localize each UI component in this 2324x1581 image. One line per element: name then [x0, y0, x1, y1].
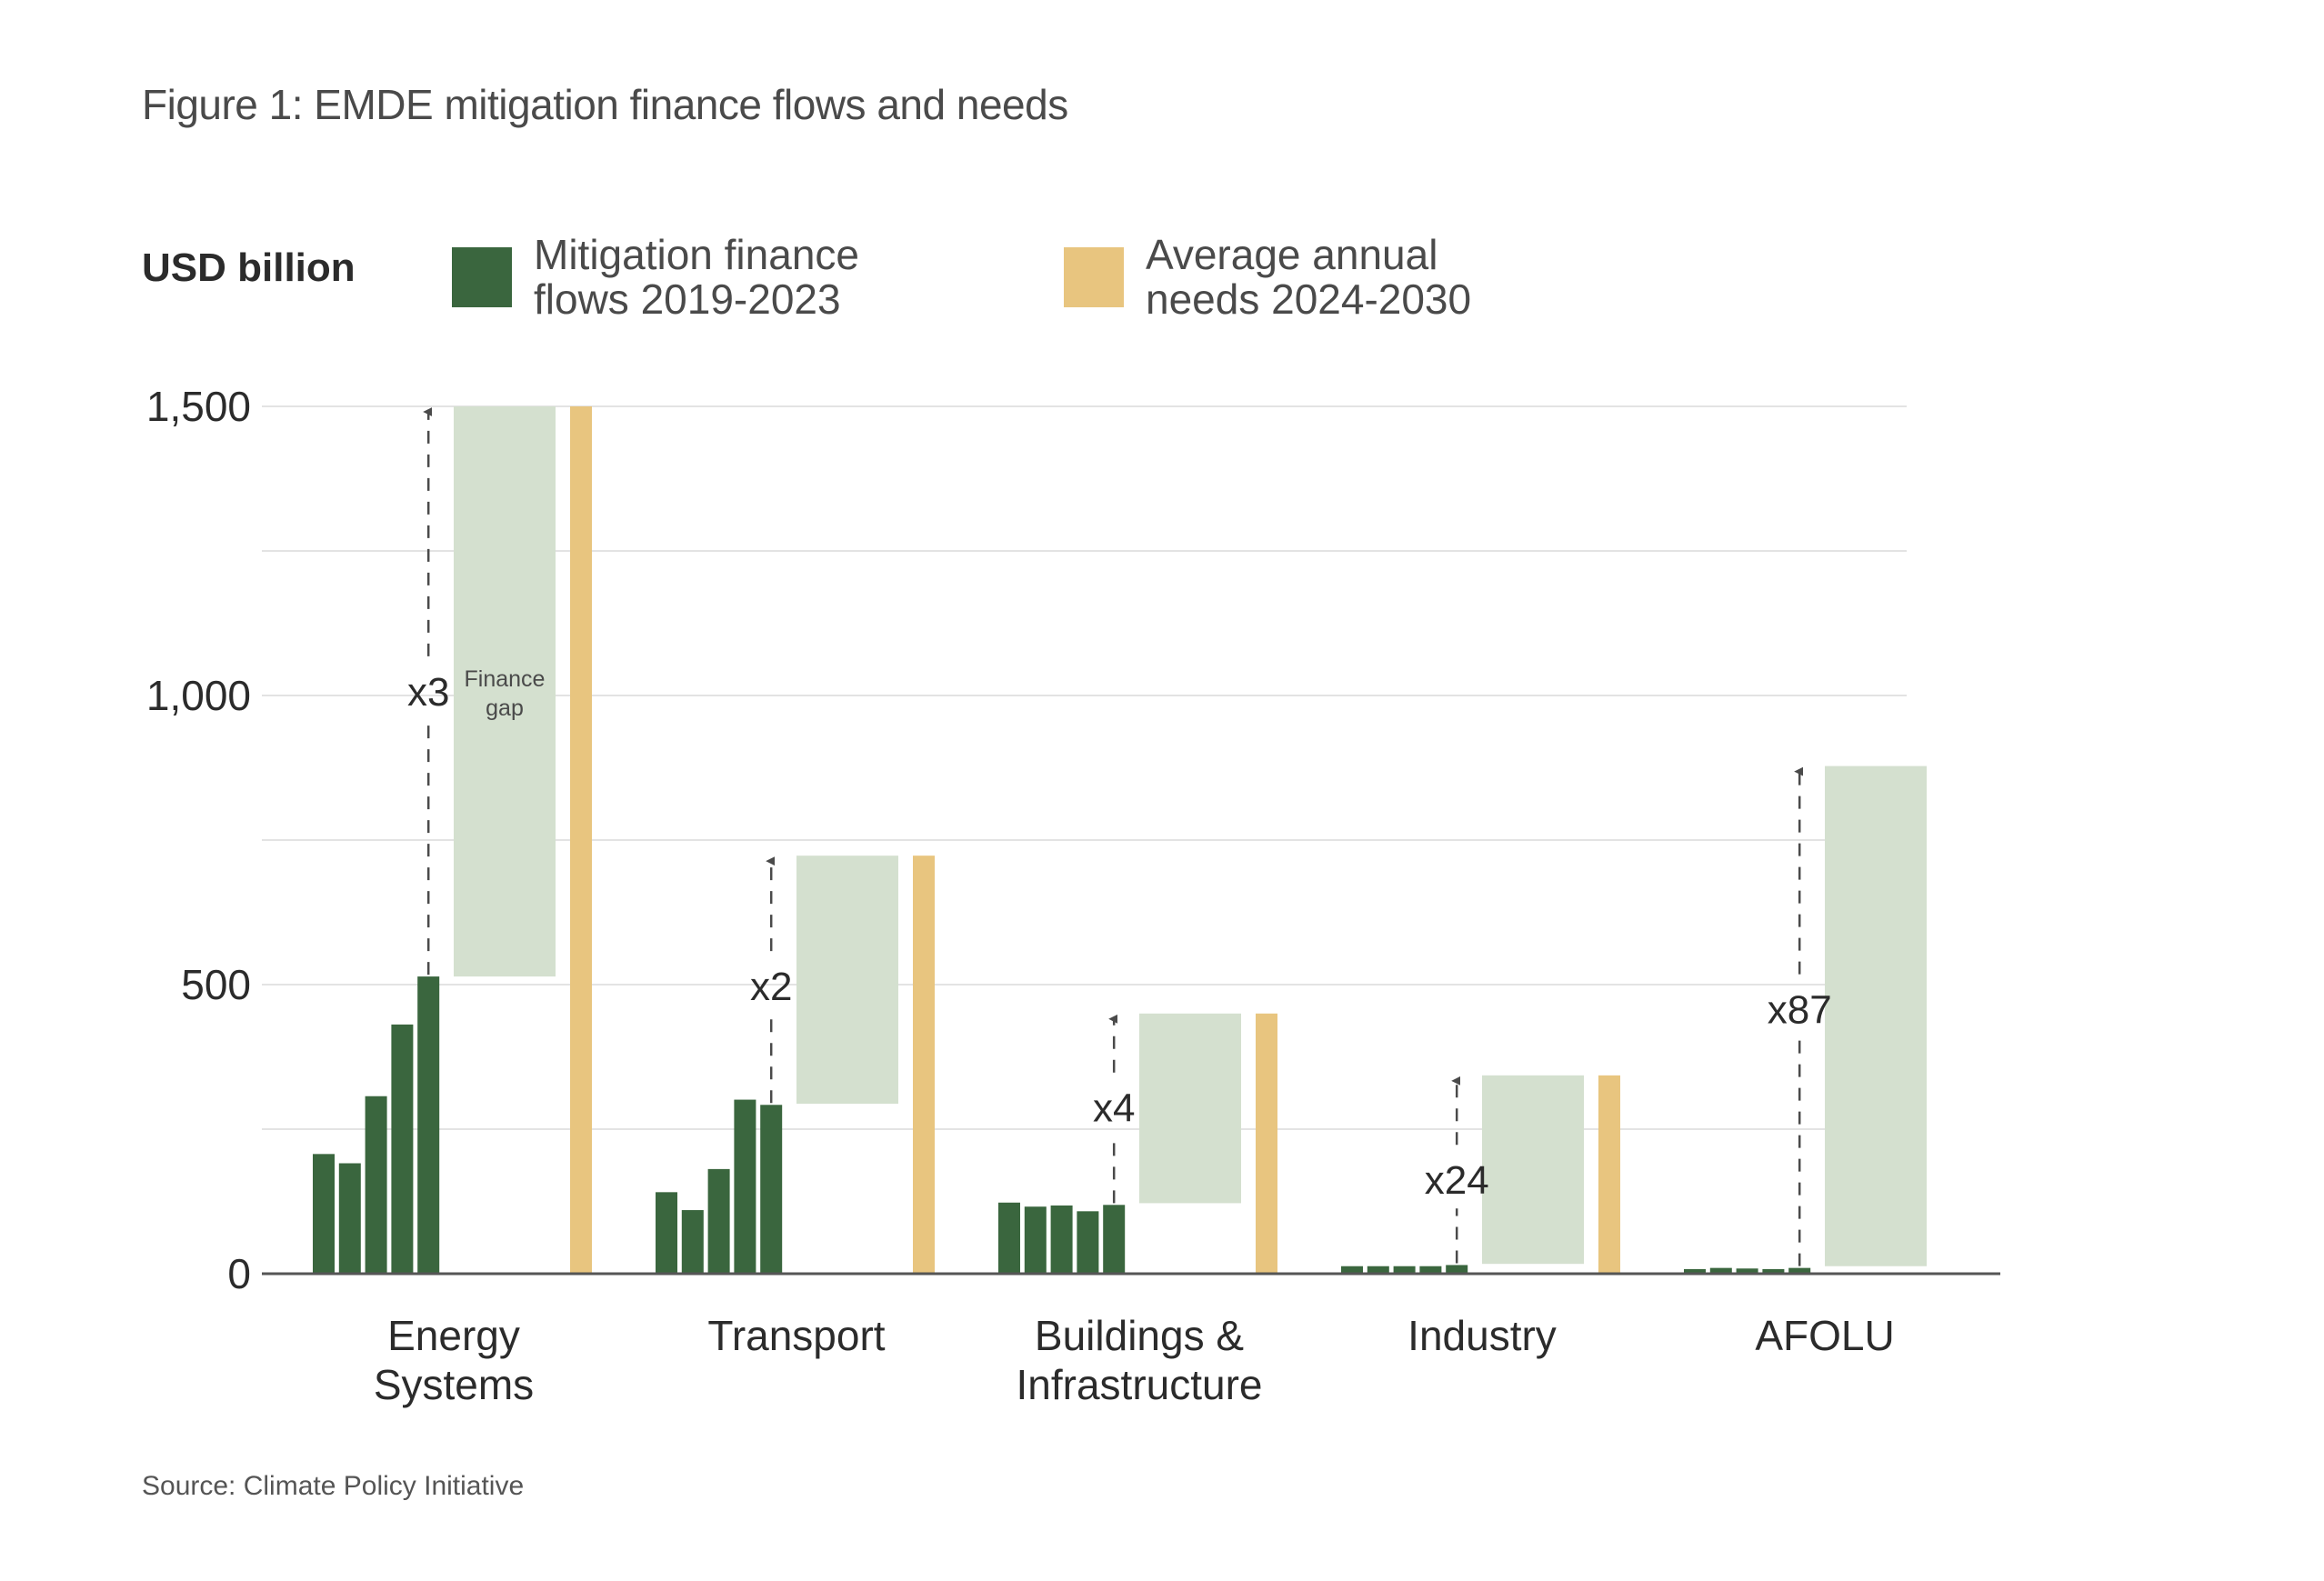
legend-item-needs: Average annual needs 2024-2030	[1064, 233, 1655, 322]
flow-bar	[391, 1024, 414, 1274]
y-tick-label: 1,500	[146, 383, 251, 430]
needs-bar	[913, 856, 935, 1274]
multiplier-label: x24	[1425, 1158, 1489, 1203]
multiplier-label: x87	[1768, 988, 1832, 1033]
flow-bar	[1103, 1205, 1126, 1274]
legend-label-flows: Mitigation finance flows 2019-2023	[534, 233, 1043, 322]
y-axis-unit-label: USD billion	[142, 245, 356, 290]
legend-swatch-needs	[1064, 247, 1124, 307]
flow-bar	[656, 1192, 677, 1274]
flow-bar	[734, 1099, 756, 1274]
flow-bar	[1341, 1266, 1363, 1274]
needs-bar	[1256, 1013, 1277, 1274]
flow-bar	[760, 1105, 783, 1274]
annotations: Finance gap x3 x2 x4 x24 x87	[407, 407, 1832, 1266]
y-tick-label: 0	[227, 1250, 251, 1297]
flow-bar	[1709, 1267, 1732, 1274]
needs-bar	[570, 406, 592, 1274]
finance-gap-box	[1482, 1075, 1584, 1265]
finance-gap-label: gap	[486, 695, 524, 721]
flow-bar	[1762, 1268, 1785, 1274]
flow-bar	[1736, 1268, 1758, 1274]
flow-bar	[313, 1154, 335, 1274]
finance-gap-box	[454, 406, 556, 977]
needs-bar	[1598, 1075, 1620, 1274]
multiplier-label: x4	[1093, 1086, 1135, 1131]
flow-bar	[1393, 1266, 1416, 1274]
flow-bar	[1367, 1266, 1389, 1274]
flow-bar	[1446, 1265, 1468, 1274]
legend-label-needs-line1: Average annual	[1146, 231, 1438, 278]
y-tick-label: 1,000	[146, 672, 251, 719]
flow-bar	[1024, 1206, 1047, 1274]
flow-bar	[1788, 1267, 1811, 1274]
multiplier-label: x3	[407, 670, 449, 715]
category-label: Buildings &	[1035, 1312, 1244, 1359]
flow-bar	[1419, 1266, 1442, 1274]
finance-gap-label: Finance	[465, 666, 546, 692]
finance-gap-box	[1139, 1013, 1241, 1204]
category-label: Industry	[1407, 1312, 1557, 1359]
y-tick-label: 500	[181, 961, 251, 1008]
category-label: Energy	[387, 1312, 520, 1359]
flow-bar	[707, 1168, 730, 1274]
finance-gap-box	[796, 856, 898, 1105]
legend-swatch-flows	[452, 247, 512, 307]
category-label: Transport	[707, 1312, 885, 1359]
flow-bar	[681, 1210, 704, 1274]
legend-label-flows-line2: flows 2019-2023	[534, 275, 841, 323]
source-note: Source: Climate Policy Initiative	[142, 1471, 525, 1501]
category-label: AFOLU	[1755, 1312, 1894, 1359]
flow-bar	[417, 976, 440, 1274]
legend-label-needs-line2: needs 2024-2030	[1146, 275, 1472, 323]
multiplier-label: x2	[750, 965, 792, 1009]
flow-bar	[1077, 1211, 1099, 1274]
chart-title: Figure 1: EMDE mitigation finance flows …	[142, 81, 1068, 128]
flow-bar	[998, 1202, 1020, 1274]
flow-bar	[1684, 1268, 1706, 1274]
flow-bar	[365, 1096, 387, 1274]
legend-label-flows-line1: Mitigation finance	[534, 231, 859, 278]
category-label: Systems	[374, 1361, 534, 1408]
finance-gap-box	[1825, 765, 1927, 1266]
legend-item-flows: Mitigation finance flows 2019-2023	[452, 233, 1043, 322]
flow-bar	[338, 1163, 361, 1274]
flow-bar	[1050, 1205, 1073, 1274]
legend-label-needs: Average annual needs 2024-2030	[1146, 233, 1655, 322]
category-label: Infrastructure	[1017, 1361, 1263, 1408]
bars	[313, 406, 1927, 1274]
